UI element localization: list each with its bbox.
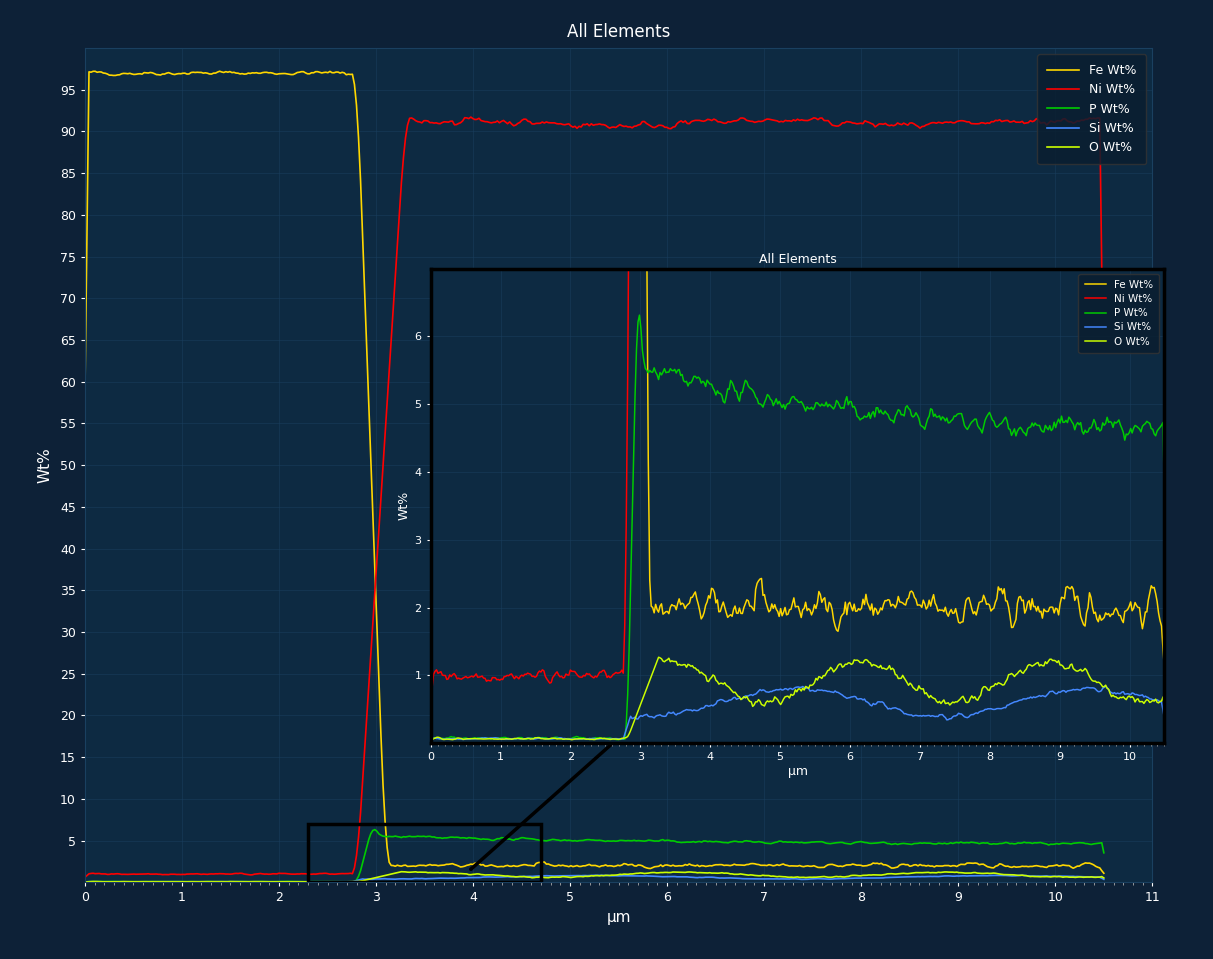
P Wt% [632,310,647,321]
Si Wt% [912,871,927,882]
O Wt% [861,657,876,668]
Si Wt% [820,686,835,697]
Fe Wt% [78,390,92,402]
O Wt% [687,867,701,878]
Ni Wt% [78,872,92,883]
P Wt% [822,399,837,410]
Ni Wt% [463,111,478,123]
Fe Wt% [212,65,227,77]
Si Wt% [1025,692,1040,704]
P Wt% [423,736,438,747]
Fe Wt% [1097,868,1111,879]
P Wt% [368,824,382,835]
Line: Ni Wt%: Ni Wt% [431,0,1164,703]
O Wt% [778,691,792,703]
Ni Wt% [1097,418,1111,430]
Ni Wt% [570,123,585,134]
P Wt% [1141,417,1156,429]
O Wt% [1026,660,1041,671]
O Wt% [822,665,837,676]
Title: All Elements: All Elements [566,23,671,41]
P Wt% [687,836,701,848]
P Wt% [1026,420,1041,432]
Line: Fe Wt%: Fe Wt% [85,71,1104,874]
P Wt% [631,835,645,847]
Fe Wt% [631,859,645,871]
Fe Wt% [1074,859,1088,871]
Line: Si Wt%: Si Wt% [85,876,1104,882]
P Wt% [778,404,792,415]
Ni Wt% [631,119,645,130]
Si Wt% [568,870,582,881]
Ni Wt% [687,115,701,127]
X-axis label: μm: μm [606,910,631,924]
Fe Wt% [915,859,929,871]
Ni Wt% [1074,114,1088,126]
Bar [308,824,541,882]
Fe Wt% [564,860,579,872]
Fe Wt% [822,596,837,608]
P Wt% [861,407,876,418]
O Wt% [1074,872,1088,883]
Fe Wt% [774,603,788,615]
Line: P Wt%: P Wt% [431,316,1164,741]
O Wt% [1097,873,1111,884]
Fe Wt% [1026,601,1041,613]
Si Wt% [1097,874,1111,885]
Si Wt% [1099,681,1114,692]
P Wt% [774,399,788,410]
Line: O Wt%: O Wt% [85,872,1104,882]
P Wt% [564,835,579,847]
P Wt% [1097,847,1111,858]
Fe Wt% [1141,595,1156,606]
Si Wt% [1015,870,1030,881]
P Wt% [570,835,585,847]
Line: Fe Wt%: Fe Wt% [431,0,1164,670]
P Wt% [78,877,92,888]
O Wt% [1141,694,1156,706]
Legend: Fe Wt%, Ni Wt%, P Wt%, Si Wt%, O Wt%: Fe Wt%, Ni Wt%, P Wt%, Si Wt%, O Wt% [1037,55,1146,164]
Si Wt% [78,877,92,888]
Si Wt% [860,696,875,708]
Line: Ni Wt%: Ni Wt% [85,117,1104,877]
Y-axis label: Wt%: Wt% [398,491,410,521]
Si Wt% [1074,871,1088,882]
P Wt% [1157,498,1172,509]
Si Wt% [1157,713,1172,725]
O Wt% [915,867,929,878]
Si Wt% [1141,691,1156,703]
Fe Wt% [687,859,701,871]
Ni Wt% [915,121,929,132]
O Wt% [631,868,645,879]
Y-axis label: Wt%: Wt% [38,447,53,483]
Line: Si Wt%: Si Wt% [431,687,1164,740]
O Wt% [774,699,788,711]
Title: All Elements: All Elements [758,253,837,266]
Line: O Wt%: O Wt% [431,657,1164,741]
O Wt% [394,866,409,877]
Line: P Wt%: P Wt% [85,830,1104,882]
Fe Wt% [778,601,792,613]
O Wt% [1157,703,1172,714]
Fe Wt% [861,600,876,612]
Si Wt% [771,684,786,695]
Si Wt% [684,872,699,883]
O Wt% [651,651,666,663]
O Wt% [564,872,579,883]
Si Wt% [562,870,576,881]
Ni Wt% [423,697,438,709]
P Wt% [915,837,929,849]
Legend: Fe Wt%, Ni Wt%, P Wt%, Si Wt%, O Wt%: Fe Wt%, Ni Wt%, P Wt%, Si Wt%, O Wt% [1078,273,1160,353]
Fe Wt% [1157,665,1172,676]
Ni Wt% [564,120,579,131]
Fe Wt% [570,860,585,872]
O Wt% [423,736,438,747]
Si Wt% [776,684,791,695]
Si Wt% [423,735,438,746]
X-axis label: μm: μm [787,765,808,778]
O Wt% [78,877,92,888]
P Wt% [1074,837,1088,849]
Si Wt% [630,870,644,881]
O Wt% [570,871,585,882]
